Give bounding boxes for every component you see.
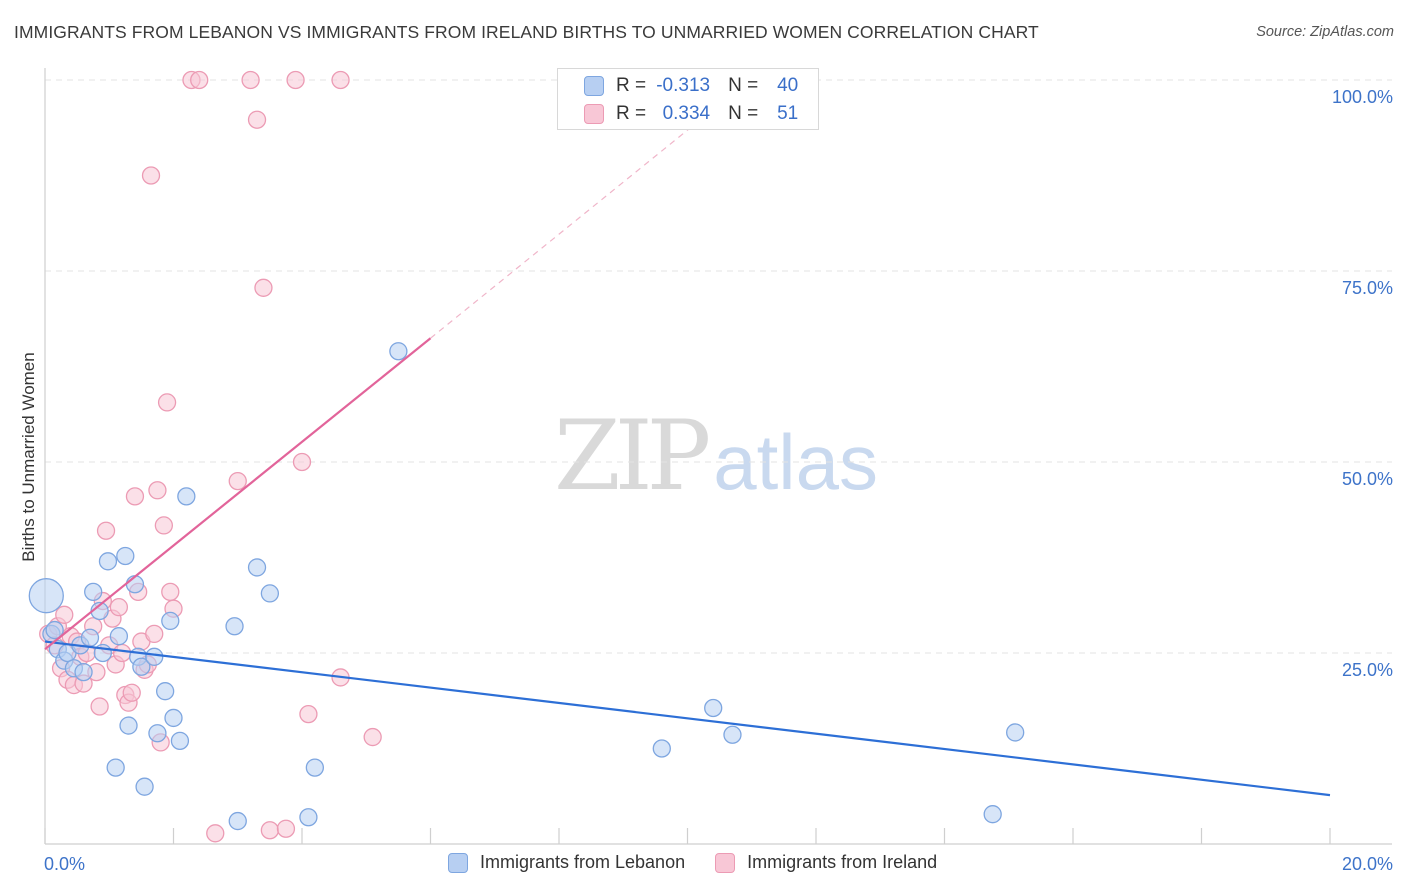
data-point — [106, 758, 125, 777]
data-point — [247, 110, 267, 129]
data-point — [74, 662, 93, 682]
data-point — [363, 727, 382, 747]
y-tick-label: 75.0% — [1342, 278, 1393, 298]
y-tick-label: 25.0% — [1342, 660, 1393, 680]
axis-labels: 25.0% 50.0% 75.0% 100.0% 0.0% 20.0% Births to … — [19, 87, 1393, 874]
data-point — [389, 342, 408, 361]
series-label-ireland: Immigrants from Ireland — [747, 852, 938, 872]
data-point — [704, 698, 723, 718]
data-point — [135, 777, 154, 796]
series-lebanon-points — [28, 342, 1025, 831]
chart-title: IMMIGRANTS FROM LEBANON VS IMMIGRANTS FR… — [14, 22, 1039, 42]
series-swatch-lebanon — [448, 852, 468, 873]
data-point — [45, 620, 64, 640]
x-tick-label: 20.0% — [1342, 854, 1393, 874]
data-point — [170, 731, 190, 751]
data-point — [116, 546, 135, 566]
data-point — [148, 481, 167, 500]
legend-r-value: 0.334 — [662, 103, 711, 124]
data-point — [652, 739, 671, 758]
x-tick-label: 0.0% — [44, 854, 85, 874]
data-point — [228, 811, 247, 831]
data-point — [119, 716, 138, 735]
data-point — [260, 821, 280, 840]
legend-row-ireland: R = 0.334 N = 51 — [584, 100, 798, 128]
data-point — [141, 166, 161, 185]
data-point — [125, 487, 145, 506]
data-point — [132, 657, 151, 676]
data-point — [145, 624, 164, 644]
legend-n-value: 40 — [777, 75, 799, 96]
legend-row-lebanon: R = -0.313 N = 40 — [584, 72, 798, 100]
data-point — [276, 819, 296, 838]
series-legend: Immigrants from Lebanon Immigrants from … — [448, 852, 967, 873]
y-tick-label: 50.0% — [1342, 469, 1393, 489]
chart-source: Source: ZipAtlas.com — [1256, 24, 1394, 40]
data-point — [109, 627, 129, 646]
trend-lines — [44, 119, 1331, 797]
data-point — [331, 70, 350, 90]
data-point — [98, 552, 118, 571]
legend-r-value: -0.313 — [656, 75, 711, 96]
legend-r-label: R = — [616, 103, 647, 124]
data-point — [247, 558, 267, 577]
data-point — [84, 582, 103, 602]
data-point — [145, 647, 164, 666]
series-label-lebanon: Immigrants from Lebanon — [480, 852, 686, 872]
trend-line-lebanon — [44, 640, 1331, 797]
data-point — [109, 598, 129, 617]
data-point — [112, 643, 132, 663]
series-legend-ireland: Immigrants from Ireland — [715, 852, 937, 873]
data-point — [164, 708, 183, 728]
data-point — [161, 611, 180, 631]
data-point — [96, 521, 116, 540]
legend-n-label: N = — [728, 103, 759, 124]
data-point — [299, 704, 318, 724]
series-ireland-points — [39, 70, 382, 843]
data-point — [286, 70, 305, 90]
data-point — [28, 578, 64, 614]
data-point — [305, 758, 325, 777]
data-point — [80, 628, 100, 647]
legend-n-label: N = — [728, 75, 759, 96]
legend-swatch-ireland — [584, 104, 604, 124]
data-point — [1006, 723, 1025, 742]
data-point — [148, 724, 167, 743]
watermark-zip: ZIP — [554, 400, 711, 512]
y-axis-title: Births to Unmarried Women — [19, 352, 38, 561]
legend-swatch-lebanon — [584, 76, 604, 96]
data-point — [225, 617, 244, 636]
data-point — [228, 471, 247, 491]
data-point — [254, 278, 273, 297]
data-point — [155, 682, 175, 701]
legend-r-label: R = — [616, 75, 647, 96]
data-point — [241, 70, 260, 90]
y-tick-label: 100.0% — [1332, 87, 1393, 107]
series-swatch-ireland — [715, 852, 736, 873]
trend-line-ireland-extension — [430, 119, 701, 339]
data-point — [299, 808, 318, 827]
data-point — [125, 575, 145, 594]
data-point — [157, 393, 177, 412]
data-point — [206, 824, 225, 843]
data-point — [260, 584, 280, 603]
data-point — [723, 725, 742, 744]
data-point — [154, 516, 174, 535]
data-point — [55, 605, 74, 624]
data-point — [90, 697, 109, 716]
correlation-legend: R = -0.313 N = 40 R = 0.334 N = 51 — [557, 68, 819, 130]
axes — [44, 68, 1392, 845]
data-point — [190, 70, 209, 90]
trend-line-ireland — [44, 337, 432, 651]
data-point — [983, 805, 1002, 824]
data-point — [122, 683, 141, 702]
grid-lines — [45, 79, 1392, 654]
data-point — [161, 582, 180, 602]
series-legend-lebanon: Immigrants from Lebanon — [448, 852, 685, 873]
legend-n-value: 51 — [777, 103, 799, 124]
data-point — [177, 487, 196, 506]
data-point — [292, 452, 312, 472]
